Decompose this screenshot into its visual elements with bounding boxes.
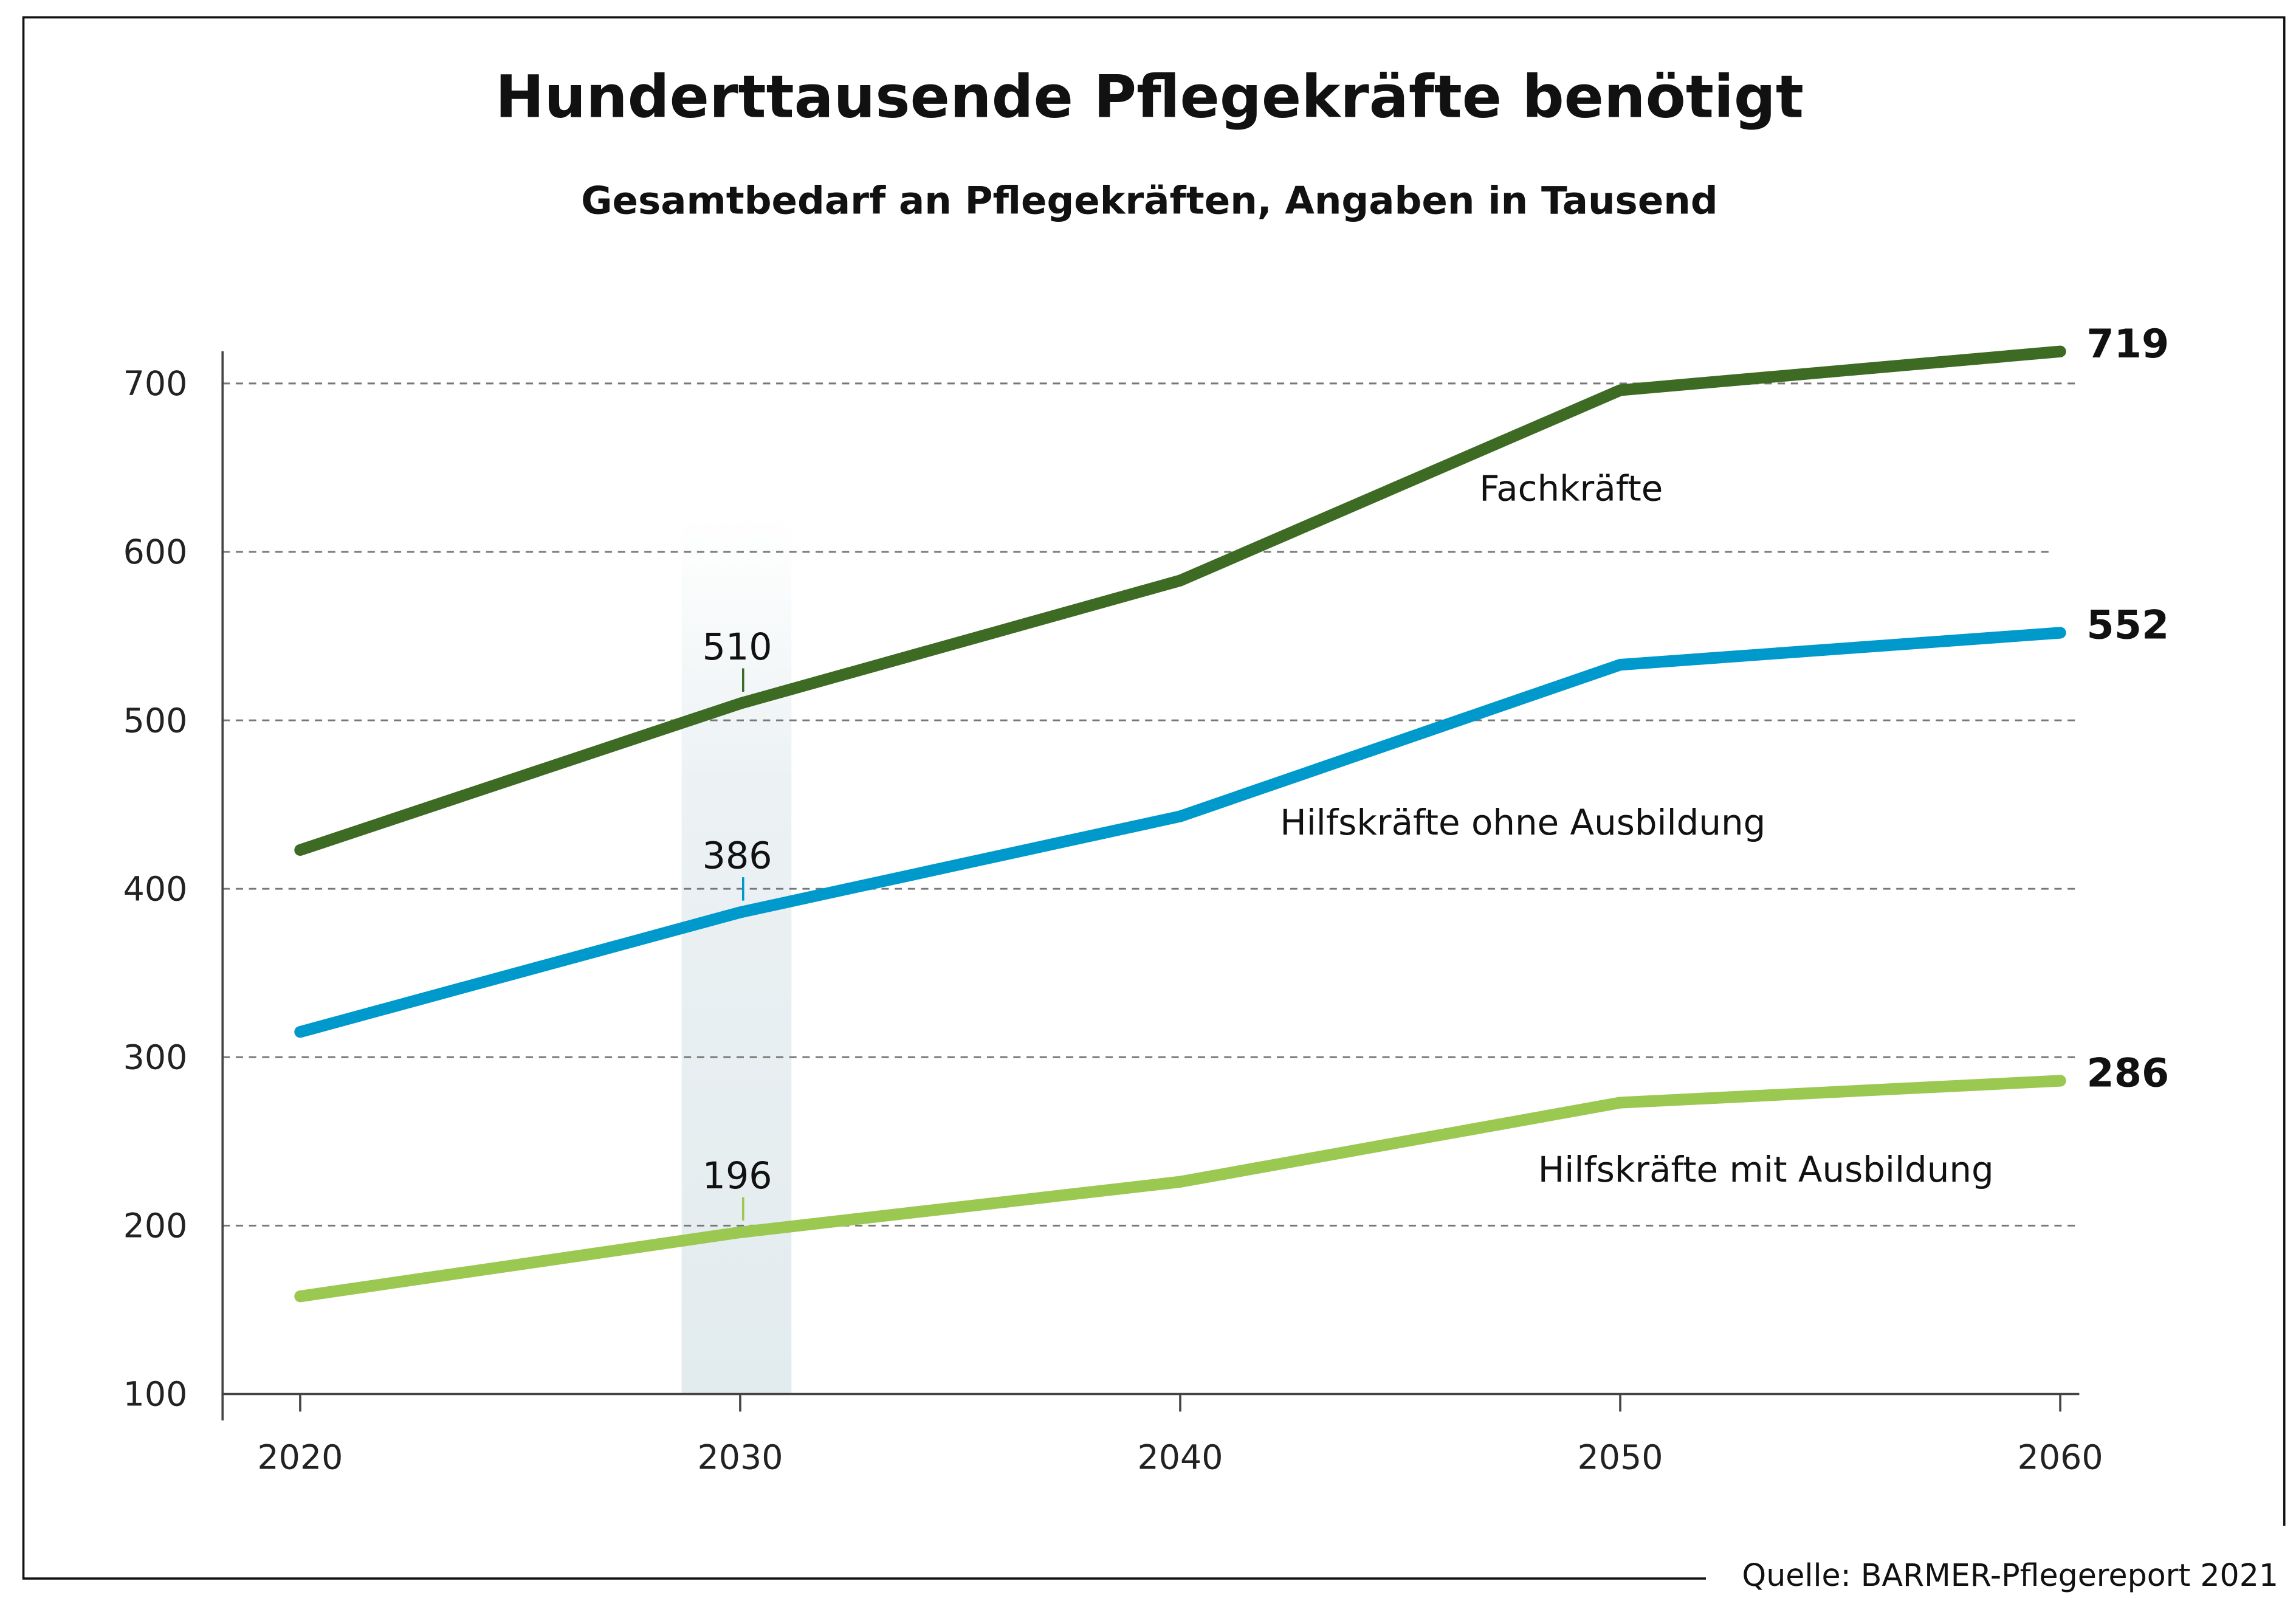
frame (22, 16, 2286, 1580)
x-tick-label: 2040 (1137, 1438, 1223, 1477)
x-tick-label: 2050 (1578, 1438, 1663, 1477)
source-note: Quelle: BARMER-Pflegereport 2021 (1742, 1557, 2278, 1593)
highlight-band (681, 515, 792, 1394)
end-value-label: 719 (2086, 322, 2169, 367)
end-value-label: 552 (2086, 603, 2169, 649)
chart-subtitle: Gesamtbedarf an Pflegekräften, Angaben i… (581, 178, 1718, 222)
series-label: Fachkräfte (1479, 468, 1663, 509)
x-tick-label: 2020 (257, 1438, 343, 1477)
x-tick-label: 2060 (2018, 1438, 2103, 1477)
y-tick-label: 100 (123, 1376, 188, 1414)
end-value-label: 286 (2086, 1051, 2169, 1097)
y-tick-label: 700 (123, 365, 188, 404)
series-label: Hilfskräfte mit Ausbildung (1538, 1149, 1994, 1190)
y-tick-label: 500 (123, 701, 188, 740)
x-tick-label: 2030 (697, 1438, 783, 1477)
y-tick-label: 200 (123, 1207, 188, 1246)
y-tick-label: 300 (123, 1038, 188, 1077)
series-line (294, 627, 2066, 1038)
y-tick-label: 600 (123, 533, 188, 572)
series-label: Hilfskräfte ohne Ausbildung (1280, 802, 1765, 843)
series-line (294, 345, 2066, 856)
chart-title: Hunderttausende Pflegekräfte benötigt (495, 63, 1804, 131)
data-label-2030: 196 (703, 1155, 772, 1197)
data-label-2030: 510 (703, 626, 772, 669)
y-tick-label: 400 (123, 870, 188, 909)
data-label-2030: 386 (703, 835, 772, 878)
